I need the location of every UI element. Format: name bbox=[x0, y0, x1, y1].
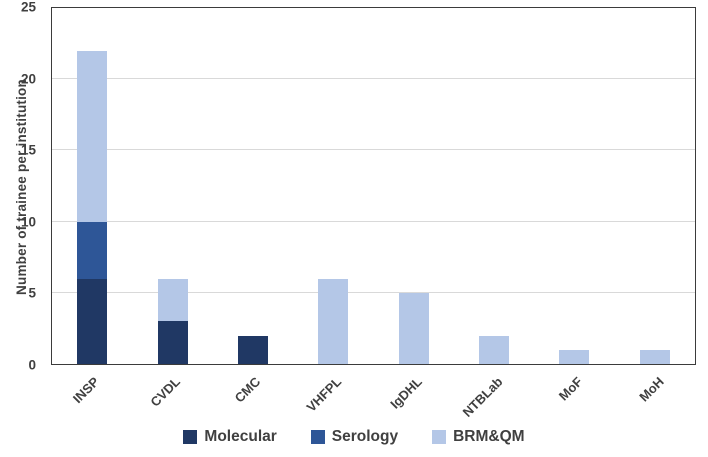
bar-slot-CVDL bbox=[132, 8, 212, 364]
legend-item-serology: Serology bbox=[310, 428, 399, 446]
legend-label: BRM&QM bbox=[453, 428, 525, 445]
gridline-5 bbox=[52, 291, 695, 293]
x-label-slot-NTBLab: NTBLab bbox=[454, 368, 535, 426]
bar-slot-NTBLab bbox=[454, 8, 534, 364]
bar-slot-VHFPL bbox=[293, 8, 373, 364]
bar-segment-molecular-CMC bbox=[237, 335, 268, 364]
bar-segment-brm-qm-VHFPL bbox=[318, 278, 349, 364]
legend-item-molecular: Molecular bbox=[183, 428, 277, 446]
x-label-CVDL: CVDL bbox=[146, 374, 183, 410]
bar-segment-brm-qm-INSP bbox=[77, 50, 108, 222]
x-label-slot-VHFPL: VHFPL bbox=[293, 368, 374, 426]
y-tick-label-25: 25 bbox=[20, 0, 36, 15]
bar-segment-brm-qm-IgDHL bbox=[398, 292, 429, 364]
bar-segment-brm-qm-MoF bbox=[559, 349, 590, 364]
bar-slot-INSP bbox=[52, 8, 132, 364]
x-label-NTBLab: NTBLab bbox=[459, 374, 506, 420]
legend-swatch-icon bbox=[310, 430, 325, 444]
x-label-slot-INSP: INSP bbox=[51, 368, 132, 426]
x-label-INSP: INSP bbox=[69, 374, 102, 407]
x-label-IgDHL: IgDHL bbox=[386, 374, 425, 412]
x-label-CMC: CMC bbox=[231, 374, 264, 406]
bar-NTBLab bbox=[479, 8, 510, 364]
legend-item-brm-qm: BRM&QM bbox=[432, 428, 525, 446]
x-axis-labels: INSP CVDL CMC VHFPL IgDHL NTBLab MoF MoH bbox=[51, 368, 696, 426]
x-label-VHFPL: VHFPL bbox=[303, 374, 344, 415]
gridline-20 bbox=[52, 78, 695, 80]
y-axis-ticks: 0 5 10 15 20 25 bbox=[0, 0, 44, 373]
x-label-slot-CMC: CMC bbox=[212, 368, 293, 426]
bar-CMC bbox=[237, 8, 268, 364]
bar-IgDHL bbox=[398, 8, 429, 364]
y-tick-label-0: 0 bbox=[28, 357, 36, 373]
bar-slot-CMC bbox=[213, 8, 293, 364]
legend-label: Molecular bbox=[204, 428, 277, 445]
legend-label: Serology bbox=[331, 428, 399, 445]
y-tick-label-20: 20 bbox=[20, 71, 36, 87]
plot-area bbox=[51, 7, 696, 365]
legend-swatch-icon bbox=[432, 430, 447, 444]
x-label-MoF: MoF bbox=[556, 374, 586, 404]
bar-MoH bbox=[639, 8, 670, 364]
bar-VHFPL bbox=[318, 8, 349, 364]
gridline-15 bbox=[52, 149, 695, 151]
bar-segment-molecular-CVDL bbox=[157, 321, 188, 364]
legend: Molecular Serology BRM&QM bbox=[0, 428, 708, 446]
bar-segment-serology-INSP bbox=[77, 221, 108, 279]
x-label-MoH: MoH bbox=[635, 374, 667, 405]
bar-segment-brm-qm-MoH bbox=[639, 349, 670, 364]
bar-INSP bbox=[77, 8, 108, 364]
bar-segment-brm-qm-CVDL bbox=[157, 278, 188, 322]
bar-segment-brm-qm-NTBLab bbox=[479, 335, 510, 364]
legend-swatch-icon bbox=[183, 430, 198, 444]
bar-CVDL bbox=[157, 8, 188, 364]
x-label-slot-MoF: MoF bbox=[535, 368, 616, 426]
x-label-slot-IgDHL: IgDHL bbox=[374, 368, 455, 426]
x-label-slot-MoH: MoH bbox=[615, 368, 696, 426]
y-tick-label-10: 10 bbox=[20, 214, 36, 230]
bar-slot-IgDHL bbox=[374, 8, 454, 364]
y-tick-label-5: 5 bbox=[28, 285, 36, 301]
bar-segment-molecular-INSP bbox=[77, 278, 108, 364]
x-label-slot-CVDL: CVDL bbox=[132, 368, 213, 426]
gridline-10 bbox=[52, 220, 695, 222]
bar-slot-MoF bbox=[534, 8, 614, 364]
bar-MoF bbox=[559, 8, 590, 364]
y-tick-label-15: 15 bbox=[20, 142, 36, 158]
bar-slot-MoH bbox=[615, 8, 695, 364]
